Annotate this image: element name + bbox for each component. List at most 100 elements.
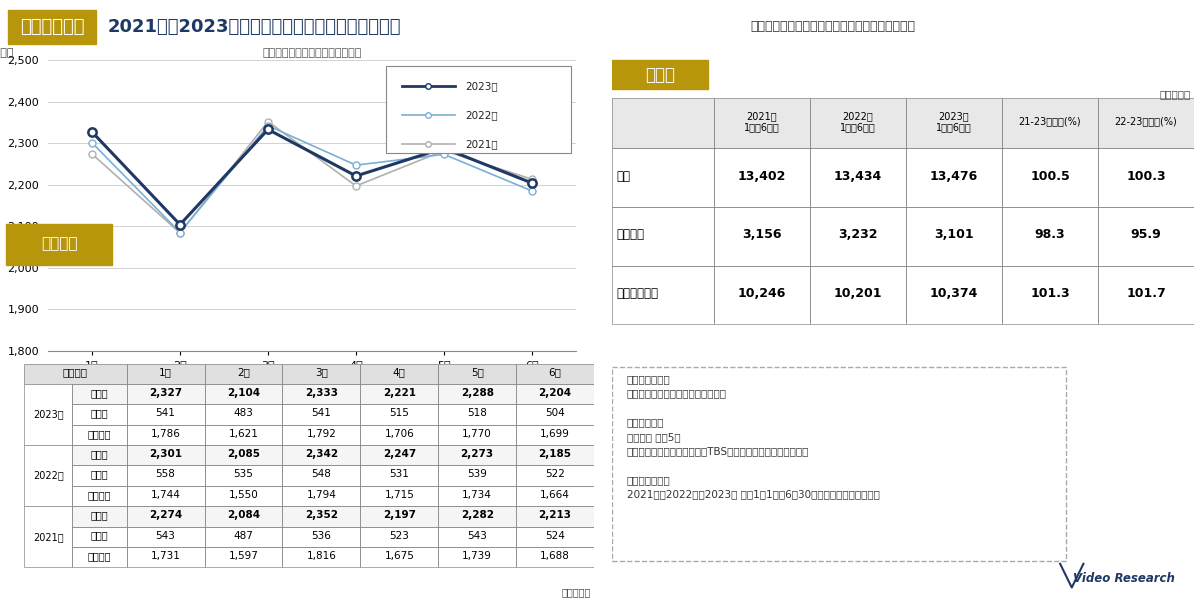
- Text: 1月: 1月: [160, 368, 172, 377]
- Bar: [282, 547, 360, 568]
- Bar: [127, 527, 204, 547]
- Bar: [810, 148, 906, 207]
- Text: 2021年: 2021年: [32, 532, 64, 542]
- Text: 10,246: 10,246: [738, 287, 786, 300]
- Bar: [72, 547, 127, 568]
- Text: 合　計: 合 計: [91, 388, 108, 398]
- Bar: [204, 506, 282, 527]
- Bar: [438, 486, 516, 506]
- Bar: [516, 527, 594, 547]
- Bar: [714, 148, 810, 207]
- Text: 1,786: 1,786: [151, 429, 180, 439]
- Bar: [612, 60, 708, 89]
- Bar: [516, 547, 594, 568]
- Text: 2,197: 2,197: [383, 510, 415, 520]
- Text: 2,333: 2,333: [305, 388, 338, 398]
- Bar: [612, 98, 714, 148]
- FancyBboxPatch shape: [386, 66, 571, 153]
- Text: 100.3: 100.3: [1126, 170, 1165, 182]
- Bar: [438, 384, 516, 404]
- Text: 5月: 5月: [470, 368, 484, 377]
- Bar: [810, 98, 906, 148]
- Bar: [282, 404, 360, 425]
- Text: 1,770: 1,770: [462, 429, 492, 439]
- Text: 2月: 2月: [238, 368, 250, 377]
- Bar: [204, 527, 282, 547]
- Text: スポットＣＭ: スポットＣＭ: [617, 287, 659, 300]
- Bar: [127, 527, 204, 547]
- Bar: [714, 266, 810, 325]
- Text: 13,402: 13,402: [738, 170, 786, 182]
- Bar: [516, 445, 594, 466]
- Bar: [360, 547, 438, 568]
- Bar: [1098, 266, 1194, 325]
- Text: 543: 543: [467, 530, 487, 541]
- Text: 3月: 3月: [314, 368, 328, 377]
- Bar: [516, 466, 594, 486]
- Bar: [282, 445, 360, 466]
- Bar: [360, 527, 438, 547]
- Bar: [24, 445, 72, 506]
- Text: 2022年: 2022年: [32, 470, 64, 481]
- Bar: [1002, 266, 1098, 325]
- Bar: [810, 266, 906, 325]
- Bar: [72, 466, 127, 486]
- Bar: [1002, 148, 1098, 207]
- Text: 523: 523: [389, 530, 409, 541]
- Bar: [714, 266, 810, 325]
- Text: 10,374: 10,374: [930, 287, 978, 300]
- Bar: [282, 404, 360, 425]
- Text: 1,794: 1,794: [306, 490, 336, 500]
- Bar: [1002, 266, 1098, 325]
- Text: 22-23同期比(%): 22-23同期比(%): [1115, 116, 1177, 127]
- Bar: [906, 266, 1002, 325]
- Bar: [360, 384, 438, 404]
- Text: 531: 531: [389, 469, 409, 479]
- Bar: [1098, 98, 1194, 148]
- Bar: [282, 547, 360, 568]
- Text: 1,734: 1,734: [462, 490, 492, 500]
- Text: 番組ＣＭ: 番組ＣＭ: [617, 229, 644, 241]
- Bar: [810, 266, 906, 325]
- Bar: [204, 364, 282, 384]
- Text: 1,621: 1,621: [228, 429, 258, 439]
- Bar: [282, 486, 360, 506]
- Bar: [282, 384, 360, 404]
- Bar: [127, 486, 204, 506]
- Bar: [204, 486, 282, 506]
- Bar: [906, 98, 1002, 148]
- Bar: [906, 207, 1002, 266]
- Text: 2,221: 2,221: [383, 388, 415, 398]
- Bar: [282, 466, 360, 486]
- Bar: [72, 425, 127, 445]
- Bar: [714, 98, 810, 148]
- Bar: [282, 445, 360, 466]
- Text: （千秒）: （千秒）: [0, 49, 13, 58]
- Text: 1,731: 1,731: [151, 551, 180, 561]
- Bar: [516, 527, 594, 547]
- Bar: [1002, 98, 1098, 148]
- Bar: [516, 384, 594, 404]
- Text: 518: 518: [467, 409, 487, 418]
- Bar: [282, 364, 360, 384]
- Text: 2021年～2023年　上半期テレビＣＭ出稿量の推移: 2021年～2023年 上半期テレビＣＭ出稿量の推移: [108, 18, 402, 36]
- Bar: [612, 98, 714, 148]
- Bar: [516, 486, 594, 506]
- Bar: [612, 148, 714, 207]
- Bar: [1098, 266, 1194, 325]
- Bar: [360, 384, 438, 404]
- Bar: [72, 384, 127, 404]
- Text: 98.3: 98.3: [1034, 229, 1066, 241]
- Bar: [282, 486, 360, 506]
- Bar: [438, 364, 516, 384]
- Bar: [282, 527, 360, 547]
- Bar: [906, 266, 1002, 325]
- Text: 548: 548: [312, 469, 331, 479]
- Text: 1,699: 1,699: [540, 429, 570, 439]
- Bar: [127, 364, 204, 384]
- Text: 2,104: 2,104: [227, 388, 260, 398]
- Bar: [24, 506, 72, 568]
- Bar: [516, 425, 594, 445]
- Text: スポット: スポット: [88, 429, 112, 439]
- Bar: [204, 547, 282, 568]
